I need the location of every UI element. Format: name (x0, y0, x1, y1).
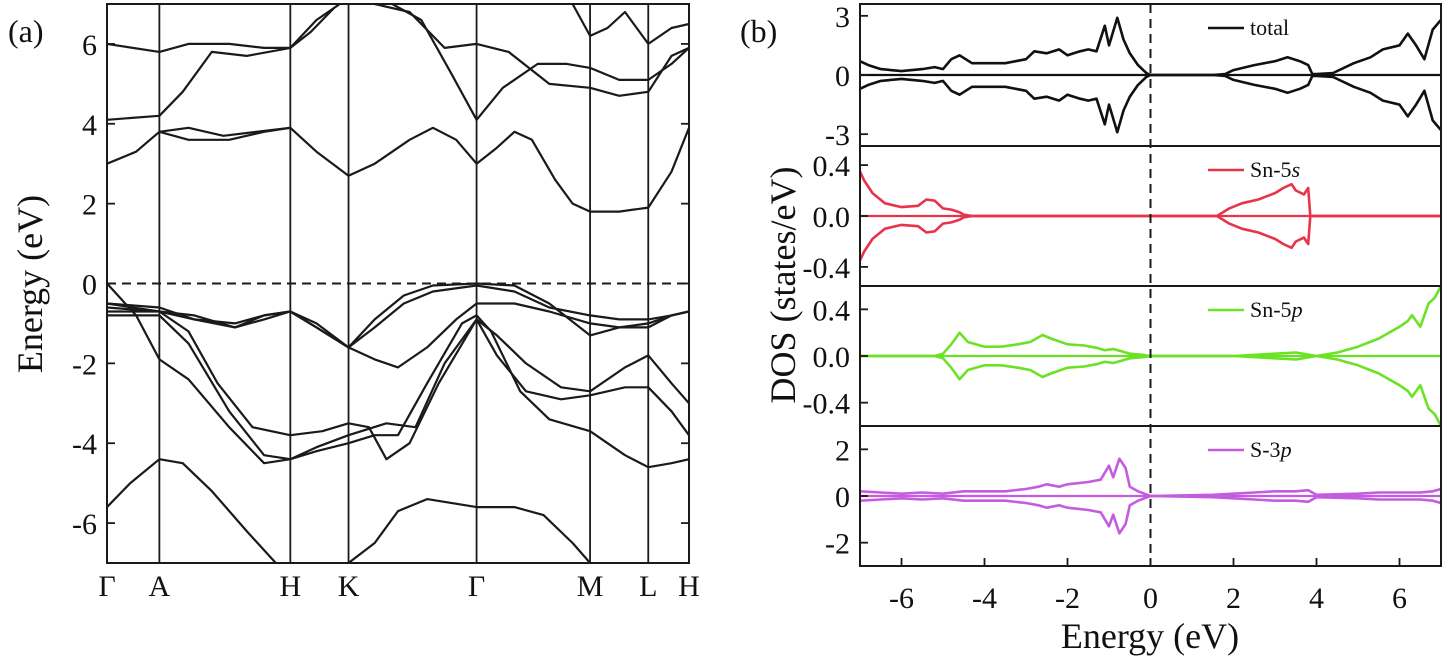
kpoint-label-4: Γ (468, 570, 485, 603)
dos-curve-up-s-3p (860, 457, 1441, 498)
dos-curve-down-sn-5p (860, 354, 1441, 426)
kpoint-label-3: K (338, 570, 360, 603)
band-line-13 (374, 4, 689, 97)
dos-ytick-label-sn-5p-2: -0.4 (803, 388, 851, 421)
dos-xtick-label-1: -4 (972, 582, 997, 615)
band-line-5 (107, 302, 689, 369)
dos-ytick-label-total-0: 3 (835, 1, 850, 34)
band-y-axis-title: Energy (eV) (10, 195, 50, 373)
legend-label-orbital-s-3p: p (1279, 437, 1292, 462)
band-lines (107, 4, 689, 563)
band-line-2 (107, 282, 689, 469)
dos-ytick-label-total-1: 0 (835, 60, 850, 93)
dos-xtick-label-6: 6 (1392, 582, 1407, 615)
kpoint-label-2: H (279, 570, 301, 603)
dos-curve-down-sn-5s (860, 214, 1441, 262)
dos-ytick-label-s-3p-1: 0 (835, 481, 850, 514)
dos-xtick-label-4: 2 (1226, 582, 1241, 615)
band-line-4 (107, 302, 689, 461)
dos-ytick-label-sn-5p-0: 0.4 (813, 294, 851, 327)
panel-label-a: (a) (8, 13, 44, 49)
kpoint-label-1: A (149, 570, 171, 603)
band-line-9 (107, 4, 341, 121)
kpoint-label-5: M (577, 570, 604, 603)
band-line-11 (159, 126, 291, 137)
panel-label-b: (b) (740, 13, 777, 49)
dos-curve-up-total (860, 16, 1441, 77)
band-line-6 (107, 284, 689, 349)
dos-ytick-label-sn-5p-1: 0.0 (813, 341, 851, 374)
dos-ytick-label-s-3p-0: 2 (835, 434, 850, 467)
band-ytick-label-6: -6 (72, 508, 97, 541)
legend-label-total: total (1250, 15, 1289, 40)
legend-label-orbital-sn-5s: s (1292, 157, 1301, 182)
kpoint-label-6: L (639, 570, 657, 603)
dos-ytick-label-total-2: -3 (825, 119, 850, 152)
band-line-8 (107, 126, 689, 213)
dos-subpanel-sn-5s: 0.4 0.0 -0.4 Sn-5s (803, 145, 1442, 287)
dos-ytick-label-sn-5s-2: -0.4 (803, 252, 851, 285)
band-ytick-label-2: 2 (82, 189, 97, 222)
band-line-10 (107, 7, 335, 53)
dos-curve-down-total (860, 73, 1441, 134)
band-ytick-label-5: -4 (72, 428, 97, 461)
dos-ytick-label-sn-5s-0: 0.4 (813, 150, 851, 183)
dos-y-axis-title: DOS (states/eV) (763, 167, 803, 404)
legend-label-sn-5s: Sn-5s (1250, 157, 1300, 182)
band-line-1 (347, 498, 591, 563)
band-ytick-label-4: -2 (72, 348, 97, 381)
dos-curve-down-s-3p (860, 494, 1441, 535)
band-ytick-label-1: 4 (82, 109, 97, 142)
kpoint-label-0: Γ (98, 570, 115, 603)
dos-ytick-label-s-3p-2: -2 (825, 528, 850, 561)
dos-plot-area: 3 0 -3 total 0.4 0.0 -0.4 Sn-5s 0.4 0.0 -0.4 Sn-5p 2… (803, 1, 1442, 615)
band-frame (106, 3, 690, 564)
band-ytick-label-3: 0 (82, 269, 97, 302)
dos-panel: (b) DOS (states/eV) Energy (eV) 3 0 -3 tota… (740, 1, 1442, 656)
dos-subpanel-sn-5p: 0.4 0.0 -0.4 Sn-5p (803, 285, 1442, 427)
band-line-0 (107, 458, 277, 563)
dos-curve-up-sn-5p (860, 286, 1441, 358)
dos-subpanel-total: 3 0 -3 total (825, 1, 1442, 152)
dos-xtick-label-0: -6 (889, 582, 914, 615)
legend-label-sn-5p: Sn-5p (1250, 297, 1303, 322)
band-ytick-label-0: 6 (82, 29, 97, 62)
kpoint-label-7: H (678, 570, 700, 603)
dos-x-axis-title: Energy (eV) (1061, 616, 1239, 656)
band-line-3 (107, 314, 689, 461)
legend-label-orbital-sn-5p: p (1290, 297, 1303, 322)
dos-subpanel-s-3p: 2 0 -2 S-3p (825, 425, 1442, 567)
dos-xtick-label-3: 0 (1143, 582, 1158, 615)
band-line-12 (391, 4, 689, 121)
dos-xtick-label-5: 4 (1309, 582, 1324, 615)
dos-curve-up-sn-5s (860, 170, 1441, 218)
dos-ytick-label-sn-5s-1: 0.0 (813, 201, 851, 234)
dos-xtick-label-2: -2 (1055, 582, 1080, 615)
dos-curves-s-3p (860, 457, 1441, 535)
dos-curves-total (860, 16, 1441, 134)
band-line-7 (107, 282, 689, 349)
legend-label-s-3p: S-3p (1250, 437, 1292, 462)
